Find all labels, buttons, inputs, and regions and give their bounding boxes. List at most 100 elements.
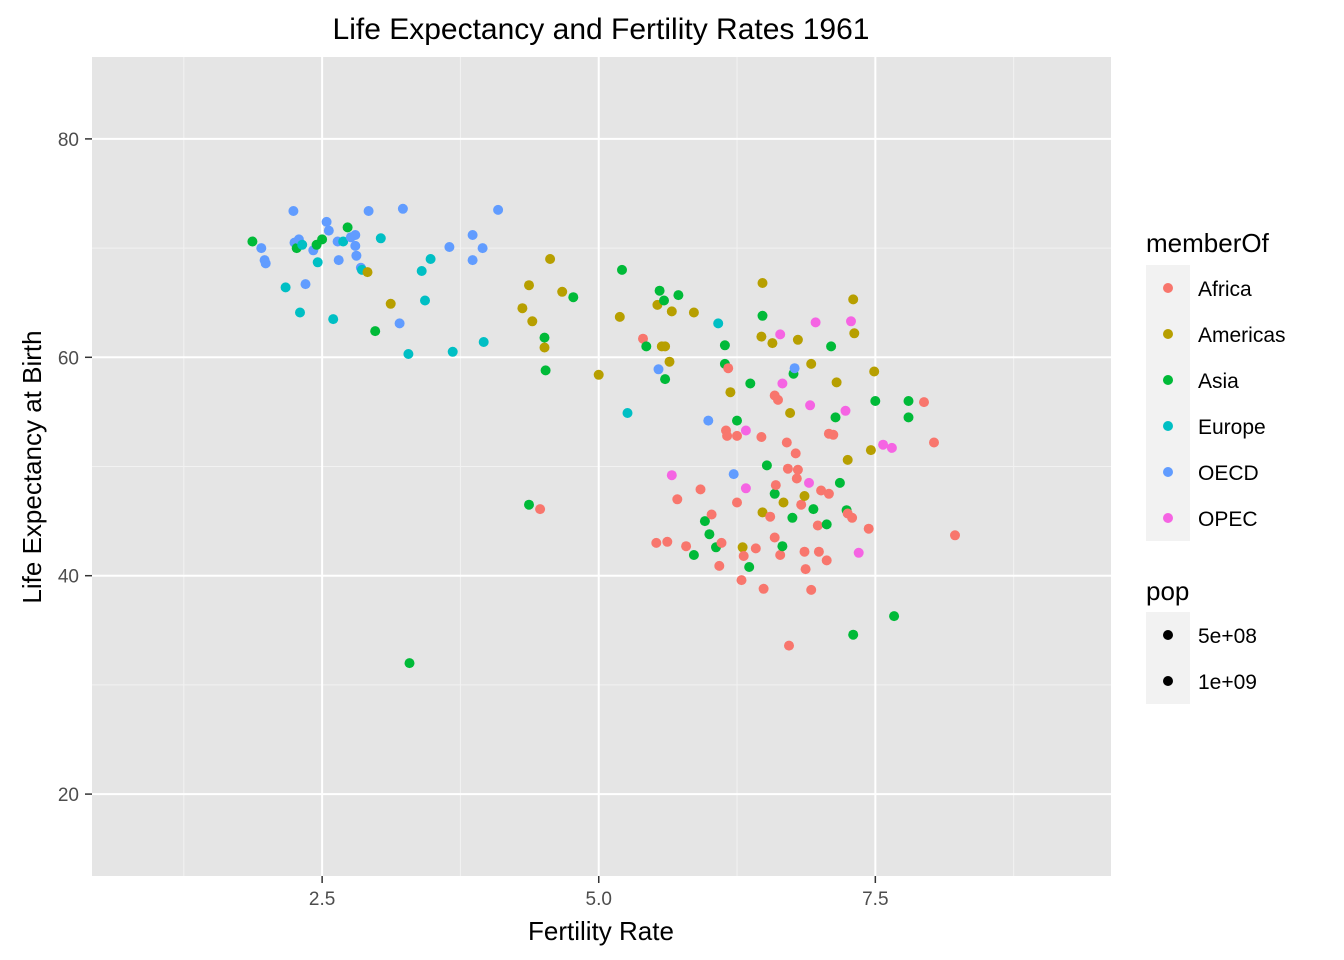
data-point bbox=[557, 286, 568, 297]
data-point bbox=[740, 483, 751, 494]
y-axis: 20 40 60 80 bbox=[58, 130, 92, 806]
data-point bbox=[350, 230, 361, 240]
data-point bbox=[385, 298, 396, 309]
data-point bbox=[848, 294, 859, 305]
legend-key-dot bbox=[1163, 375, 1173, 385]
legend-key-label: Asia bbox=[1198, 370, 1239, 393]
data-point bbox=[812, 520, 823, 531]
data-point bbox=[869, 366, 880, 377]
data-point bbox=[878, 439, 889, 450]
size-legend-title: pop bbox=[1146, 576, 1189, 606]
size-legend-keys: 5e+08 1e+09 bbox=[1146, 612, 1257, 704]
data-point bbox=[808, 504, 819, 515]
data-point bbox=[840, 405, 851, 416]
legend-key-label: Europe bbox=[1198, 416, 1266, 439]
data-point bbox=[654, 285, 665, 296]
data-point bbox=[394, 318, 405, 329]
data-point bbox=[785, 408, 796, 418]
data-point bbox=[297, 239, 308, 250]
data-point bbox=[758, 583, 769, 594]
data-point bbox=[777, 378, 788, 389]
y-tick-label: 20 bbox=[58, 785, 79, 806]
data-point bbox=[703, 415, 714, 426]
data-point bbox=[740, 425, 751, 436]
data-point bbox=[323, 225, 334, 236]
data-point bbox=[695, 484, 706, 495]
data-point bbox=[673, 290, 684, 301]
data-point bbox=[806, 584, 817, 595]
data-point bbox=[847, 512, 858, 523]
legend-key-label: Africa bbox=[1198, 278, 1252, 301]
legend-key-dot bbox=[1163, 329, 1173, 339]
data-point bbox=[761, 460, 772, 471]
data-point bbox=[713, 318, 724, 329]
data-point bbox=[338, 236, 349, 247]
data-point bbox=[950, 530, 960, 541]
data-point bbox=[765, 511, 776, 522]
legend-key-label: 5e+08 bbox=[1198, 625, 1257, 648]
data-point bbox=[787, 512, 798, 523]
data-point bbox=[756, 432, 767, 442]
data-point bbox=[799, 546, 810, 557]
data-point bbox=[425, 254, 436, 264]
data-point bbox=[800, 564, 811, 575]
data-point bbox=[666, 306, 677, 317]
data-point bbox=[903, 396, 914, 406]
legend-key-dot bbox=[1163, 283, 1173, 293]
data-point bbox=[622, 408, 633, 418]
data-point bbox=[826, 341, 837, 352]
data-point bbox=[828, 429, 839, 440]
legend-key-dot bbox=[1163, 467, 1173, 477]
data-point bbox=[792, 334, 803, 345]
data-point bbox=[889, 611, 900, 622]
data-point bbox=[903, 412, 914, 423]
data-point bbox=[688, 307, 699, 318]
data-point bbox=[617, 264, 627, 275]
data-point bbox=[770, 480, 781, 491]
data-point bbox=[778, 497, 789, 508]
data-point bbox=[750, 543, 761, 554]
data-point bbox=[467, 255, 478, 266]
data-point bbox=[539, 342, 550, 353]
data-point bbox=[784, 640, 794, 651]
data-point bbox=[728, 469, 739, 480]
data-point bbox=[545, 254, 556, 264]
data-point bbox=[614, 311, 625, 322]
data-point bbox=[403, 349, 414, 359]
data-point bbox=[247, 236, 258, 247]
data-point bbox=[732, 430, 742, 441]
data-point bbox=[660, 374, 671, 385]
data-point bbox=[651, 537, 662, 548]
data-point bbox=[737, 542, 748, 553]
data-point bbox=[767, 338, 778, 349]
data-point bbox=[312, 257, 323, 268]
data-point bbox=[662, 536, 673, 547]
data-point bbox=[813, 546, 824, 557]
data-point bbox=[805, 400, 816, 411]
data-point bbox=[863, 523, 874, 534]
data-point bbox=[848, 629, 859, 640]
data-point bbox=[791, 473, 802, 484]
data-point bbox=[870, 396, 881, 406]
data-point bbox=[810, 317, 821, 328]
data-points bbox=[247, 203, 960, 669]
data-point bbox=[420, 295, 430, 306]
data-point bbox=[699, 516, 710, 527]
data-point bbox=[849, 328, 860, 339]
data-point bbox=[535, 504, 546, 515]
legend-key-dot bbox=[1163, 421, 1173, 431]
data-point bbox=[362, 267, 373, 278]
data-point bbox=[775, 550, 786, 560]
data-point bbox=[524, 499, 534, 510]
data-point bbox=[821, 555, 832, 566]
x-axis: 2.5 5.0 7.5 bbox=[309, 876, 889, 910]
x-tick-label: 5.0 bbox=[586, 889, 612, 910]
data-point bbox=[806, 358, 817, 369]
data-point bbox=[493, 204, 504, 215]
data-point bbox=[792, 464, 803, 475]
legend-size-dot bbox=[1163, 676, 1173, 686]
data-point bbox=[757, 507, 768, 518]
data-point bbox=[342, 222, 353, 233]
data-point bbox=[736, 575, 747, 586]
data-point bbox=[757, 278, 768, 288]
